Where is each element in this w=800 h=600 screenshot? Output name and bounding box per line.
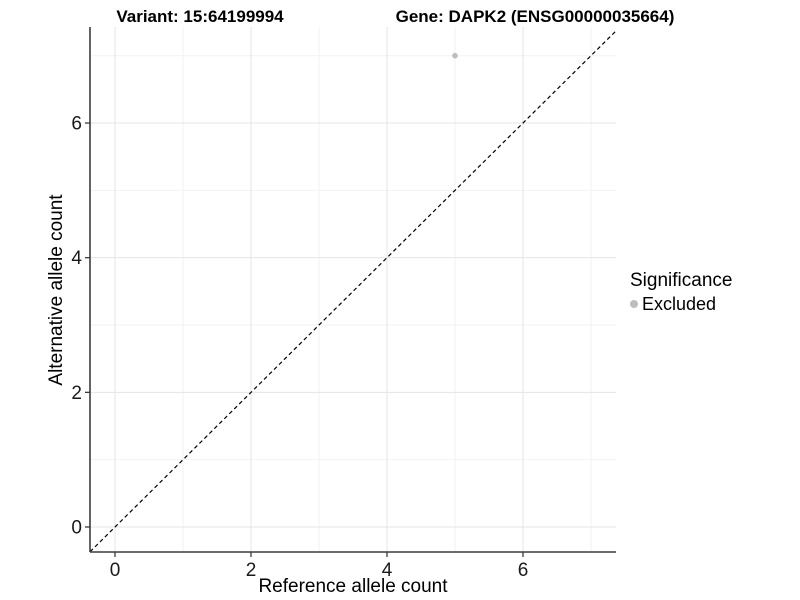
legend-key-point-icon [630,300,638,308]
x-tick-label: 0 [110,560,121,581]
y-tick-label: 6 [71,114,82,135]
legend-item-label: Excluded [642,294,717,314]
y-tick-label: 4 [71,248,82,269]
y-axis-title: Alternative allele count [46,194,67,386]
x-tick-label: 6 [518,560,529,581]
x-tick-label: 4 [382,560,393,581]
data-point [452,52,458,59]
identity-line [89,30,617,553]
legend-title: Significance [630,270,733,291]
legend-items: Excluded [630,294,732,314]
plot-title-variant: Variant: 15:64199994 [116,7,284,26]
y-tick-label: 0 [71,518,82,539]
legend-item: Excluded [630,294,732,314]
y-tick-label: 2 [71,383,82,404]
plot-title-gene: Gene: DAPK2 (ENSG00000035664) [395,7,675,26]
legend: Significance Excluded [630,270,732,314]
x-axis-title: Reference allele count [258,576,448,597]
x-tick-label: 2 [246,560,257,581]
